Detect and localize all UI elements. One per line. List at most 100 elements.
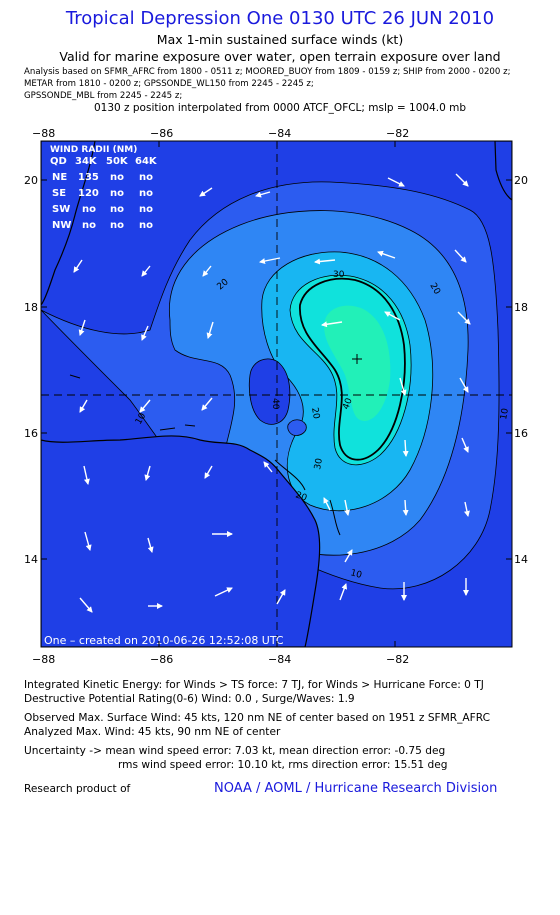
wind-arrow [461, 437, 469, 453]
lon-tick-label: −88 [32, 653, 55, 666]
lat-tick-label: 14 [24, 553, 38, 566]
contour-label: 20 [294, 490, 308, 503]
map-footer: One – created on 2010-06-26 12:52:08 UTC [44, 634, 284, 647]
land-yucatan [41, 141, 96, 306]
lon-tick-label: −82 [386, 127, 409, 140]
axis-ticks [40, 141, 512, 647]
wind-arrow [141, 265, 151, 277]
uncertainty-line: Uncertainty -> mean wind speed error: 7.… [24, 745, 446, 757]
wind-arrow [259, 257, 281, 264]
wind-arrow [384, 311, 401, 321]
contour-label: 30 [333, 270, 345, 280]
wind-arrow [387, 177, 405, 187]
wind-radii-qd: NW [52, 220, 71, 231]
analysis-line: Analysis based on SFMR_AFRC from 1800 - … [24, 67, 511, 77]
lat-tick-label: 16 [514, 427, 528, 440]
wind-arrow [323, 497, 331, 511]
wind-arrow [457, 311, 471, 325]
wind-arrow [339, 583, 348, 601]
lat-tick-label: 16 [24, 427, 38, 440]
wind-arrow [344, 549, 353, 563]
contour-label: 40 [341, 397, 354, 411]
subtitle-validity: Valid for marine exposure over water, op… [59, 49, 501, 64]
wind-arrow [276, 589, 286, 605]
wind-radii-64k: no [139, 220, 153, 231]
lon-tick-label: −86 [150, 127, 173, 140]
lat-tick-label: 14 [514, 553, 528, 566]
lon-tick-label: −82 [386, 653, 409, 666]
wind-radii-64k: no [139, 204, 153, 215]
wind-arrow [204, 465, 213, 479]
wind-arrow [314, 258, 336, 265]
lat-tick-label: 20 [24, 174, 38, 187]
wind-radii-table: WIND RADII (NM) QD 34K 50K 64K NE 135 no… [50, 145, 158, 231]
wind-radii-50k: no [110, 172, 124, 183]
contour-label: 10 [349, 568, 363, 581]
dpr-line: Destructive Potential Rating(0-6) Wind: … [24, 693, 355, 705]
wind-radii-34k: no [82, 220, 96, 231]
wind-radii-col: 34K [75, 156, 98, 167]
page-title: Tropical Depression One 0130 UTC 26 JUN … [65, 8, 495, 29]
plot-area: 20 30 40 40 30 20 20 10 10 10 20 [41, 141, 512, 647]
wind-arrow [321, 321, 343, 328]
wind-arrow [141, 325, 149, 341]
wind-field-map: 20 30 40 40 30 20 20 10 10 10 20 [0, 120, 560, 670]
wind-radii-34k: 120 [78, 188, 99, 199]
wind-arrow [144, 465, 151, 481]
contour-label: 20 [309, 407, 321, 420]
land-bay-islands [69, 374, 196, 431]
wind-arrow [344, 499, 350, 516]
position-line: 0130 z position interpolated from 0000 A… [93, 102, 467, 114]
wind-arrow [402, 439, 409, 457]
wind-arrow [83, 465, 90, 485]
analysis-line: METAR from 1810 - 0200 z; GPSSONDE_WL150… [24, 79, 314, 89]
analysis-line: GPSSONDE_MBL from 2245 - 2245 z; [24, 91, 183, 101]
wind-radii-64k: no [139, 172, 153, 183]
lat-tick-label: 18 [24, 301, 38, 314]
noaa-aoml-link[interactable]: NOAA / AOML / Hurricane Research Divisio… [214, 781, 498, 796]
land-mosquito-coast [274, 459, 341, 536]
wind-vectors [73, 173, 471, 613]
wind-field-svg: 20 30 40 40 30 20 20 10 10 10 20 [24, 127, 528, 666]
wind-radii-50k: no [110, 220, 124, 231]
contour-label: 30 [313, 457, 325, 470]
contour-label: 10 [499, 407, 511, 420]
wind-radii-50k: no [110, 204, 124, 215]
wind-arrow [464, 501, 470, 517]
contour-label: 40 [270, 398, 280, 410]
wind-radii-34k: 135 [78, 172, 99, 183]
wind-radii-qd: SW [52, 204, 70, 215]
wind-arrow [79, 597, 93, 613]
wind-radii-qd: NE [52, 172, 67, 183]
wind-radii-title: WIND RADII (NM) [50, 145, 137, 155]
wind-arrow [206, 321, 214, 339]
wind-arrow [459, 377, 469, 393]
wind-arrow [79, 399, 88, 413]
wind-arrow [214, 587, 233, 597]
wind-arrow [84, 531, 92, 551]
contour-bold [299, 277, 406, 461]
lat-tick-label: 20 [514, 174, 528, 187]
land-honduras-coast [41, 435, 321, 647]
wind-radii-64k: no [139, 188, 153, 199]
wind-arrow [399, 377, 407, 396]
wind-arrow [201, 397, 213, 411]
observed-max-line: Observed Max. Surface Wind: 45 kts, 120 … [24, 712, 491, 724]
wind-arrow [377, 250, 396, 259]
contour-low-pocket [248, 358, 291, 425]
wind-radii-col: 64K [135, 156, 158, 167]
wind-arrow [455, 173, 469, 187]
axis-labels: −88 −86 −84 −82 −88 −86 −84 −82 20 18 16… [24, 127, 528, 666]
subtitle-winds: Max 1-min sustained surface winds (kt) [156, 32, 404, 47]
wind-arrow [199, 187, 213, 197]
wind-arrow [263, 461, 273, 473]
ike-line: Integrated Kinetic Energy: for Winds > T… [24, 679, 484, 691]
uncertainty-rms-line: rms wind speed error: 10.10 kt, rms dire… [118, 759, 448, 771]
wind-radii-qd: SE [52, 188, 66, 199]
lon-tick-label: −84 [268, 127, 291, 140]
research-label: Research product of [24, 783, 131, 795]
analyzed-max-line: Analyzed Max. Wind: 45 kts, 90 nm NE of … [24, 726, 281, 738]
contour-small-pocket [287, 419, 307, 436]
lon-tick-label: −88 [32, 127, 55, 140]
wind-arrow [255, 191, 271, 198]
